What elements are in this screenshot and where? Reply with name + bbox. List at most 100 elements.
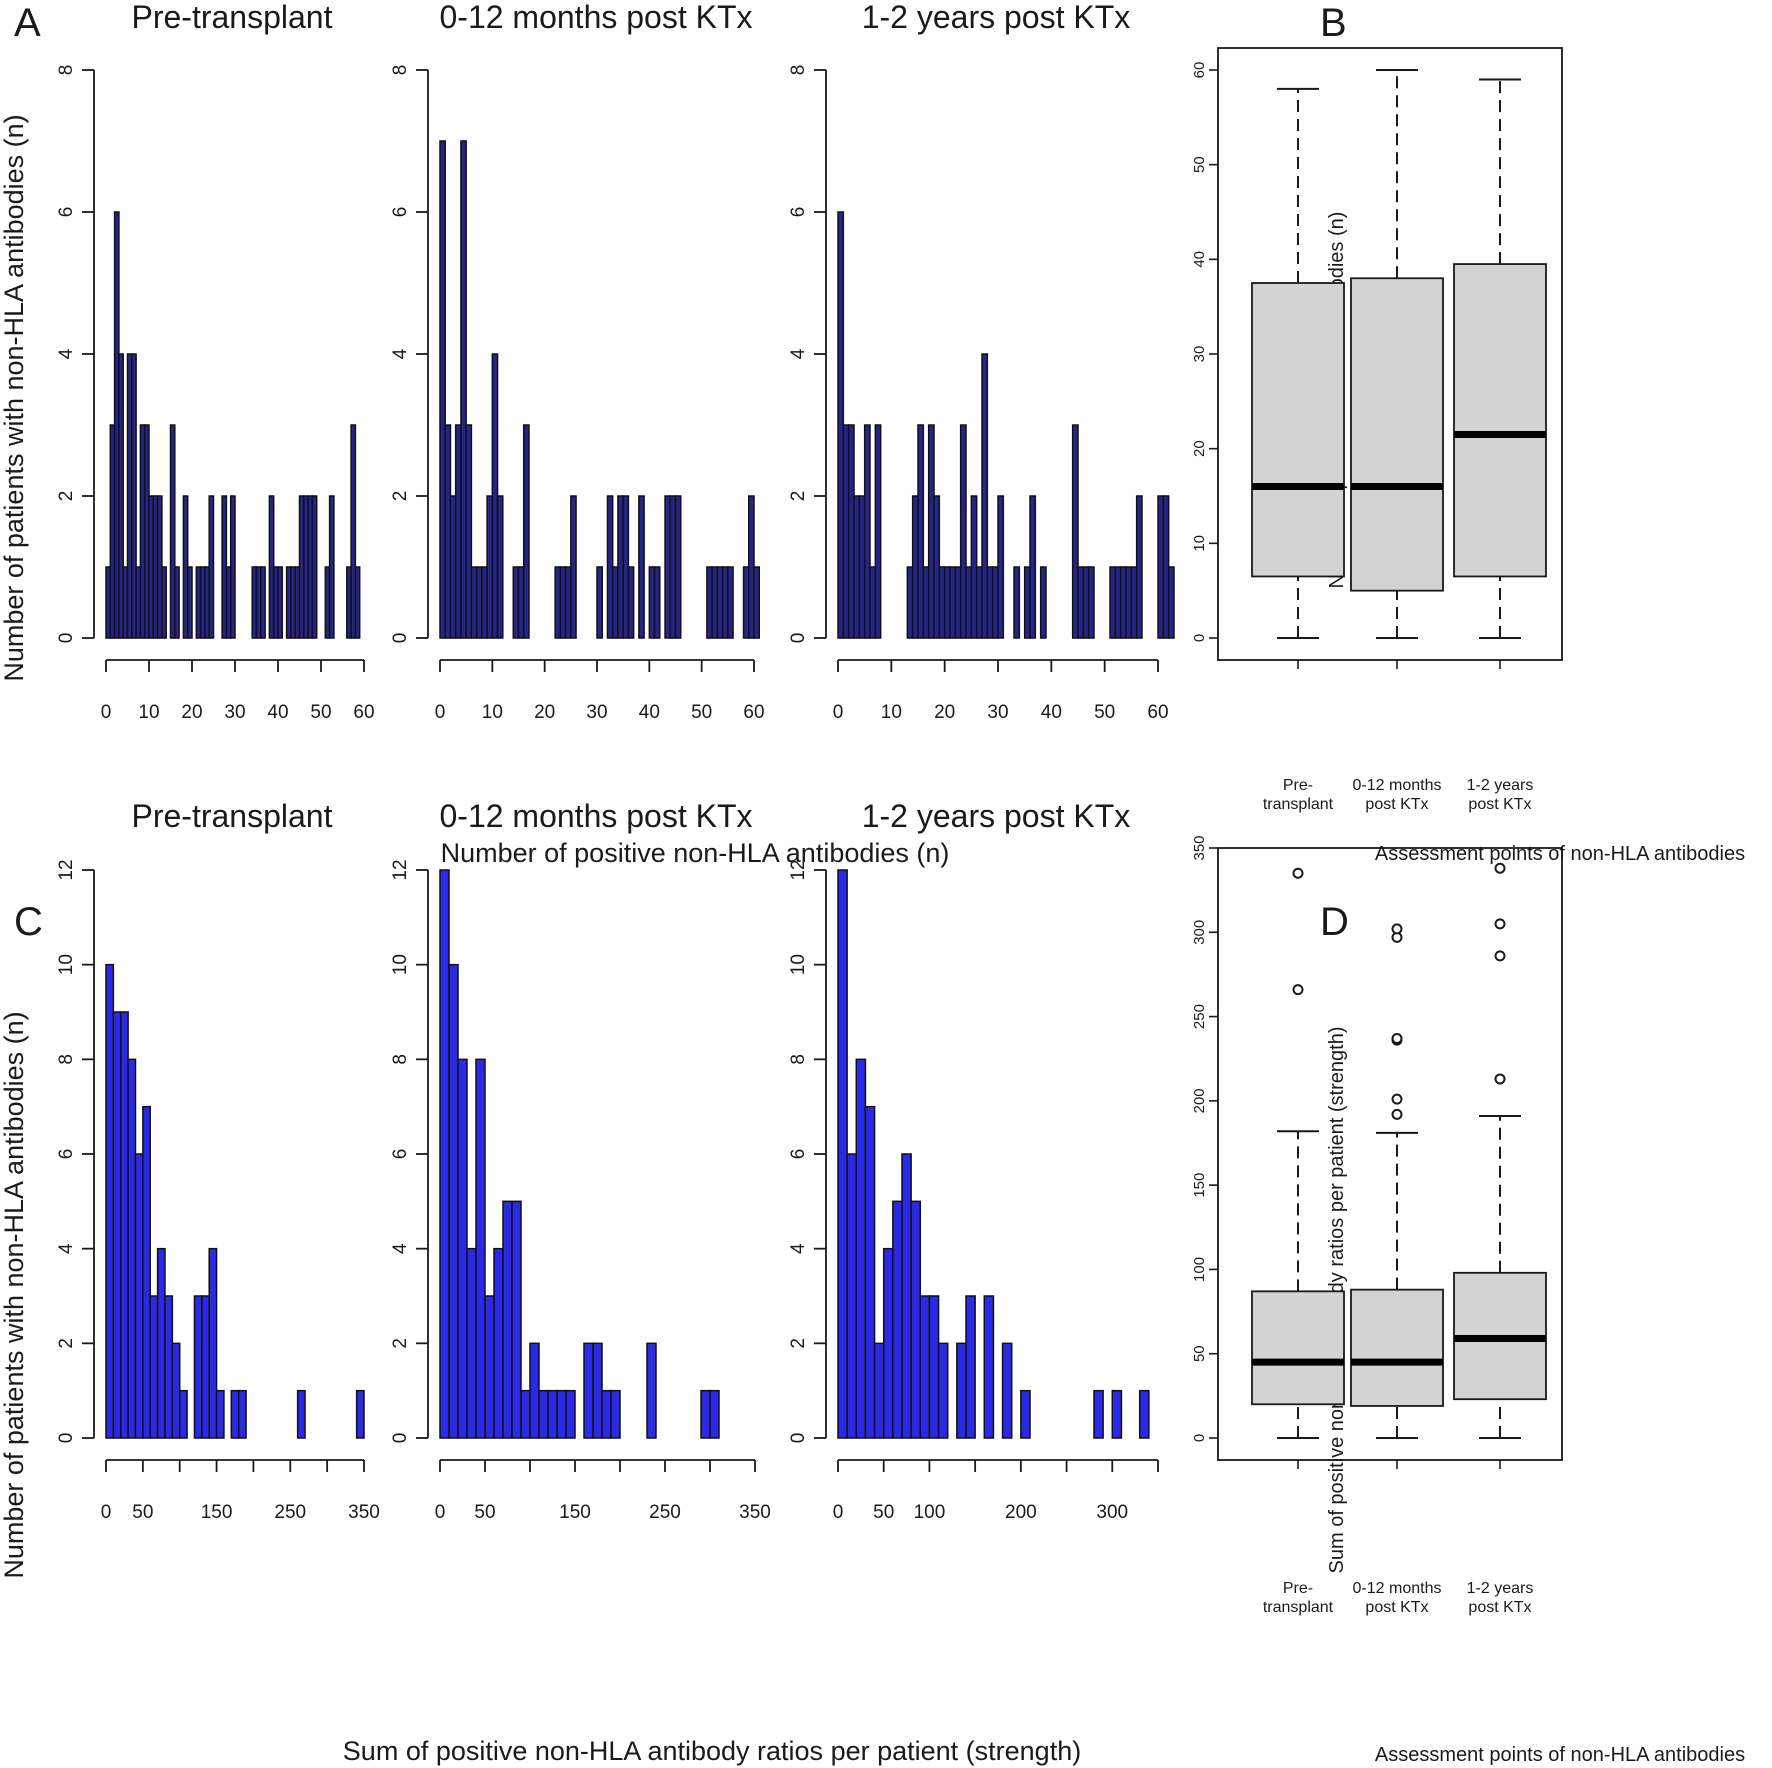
box-2-outlier xyxy=(1391,1108,1403,1120)
hist-3-y-tick-label: 8 xyxy=(788,65,809,76)
hist-1-y-tick-label: 2 xyxy=(56,491,77,502)
hist-3-bar xyxy=(1029,495,1037,639)
hist-6-bar xyxy=(855,1058,867,1439)
hist-6-bar xyxy=(837,869,848,1439)
box-2-y-tick-label: 200 xyxy=(1191,1088,1208,1113)
hist-5-bar xyxy=(592,1342,603,1439)
hist-1-x-tick-label: 30 xyxy=(224,702,245,723)
hist-6-bar xyxy=(892,1200,903,1439)
hist-5-bar xyxy=(439,869,450,1439)
hist-5-bar xyxy=(646,1342,657,1439)
hist-5-bar xyxy=(448,963,459,1439)
hist-4-y-tick-label: 4 xyxy=(56,1243,77,1254)
hist-6-x-tick-label: 200 xyxy=(1005,1502,1037,1523)
hist-2-bar xyxy=(627,566,635,639)
hist-1-x-tick-label: 40 xyxy=(267,702,288,723)
hist-6-y-tick-label: 10 xyxy=(788,954,809,975)
hist-2-title: 0-12 months post KTx xyxy=(439,0,752,35)
hist-3-bar xyxy=(874,424,882,639)
hist-2-bar xyxy=(721,566,729,639)
panel-a-xlabel: Number of positive non-HLA antibodies (n… xyxy=(441,838,950,868)
hist-6-x-tick-label: 0 xyxy=(833,1502,844,1523)
hist-4-bar xyxy=(215,1389,225,1439)
hist-1-bar xyxy=(328,495,335,639)
hist-5-bar xyxy=(466,1247,477,1439)
hist-3-bar xyxy=(1119,566,1127,639)
box-2-category-label: transplant xyxy=(1263,1599,1334,1616)
hist-4-bar xyxy=(149,1295,159,1439)
hist-4-y-tick-label: 0 xyxy=(56,1433,77,1444)
hist-3-x-tick-label: 20 xyxy=(934,702,955,723)
hist-4-x-tick-label: 350 xyxy=(348,1502,380,1523)
hist-3-bar xyxy=(981,353,989,639)
hist-5-bar xyxy=(484,1295,495,1439)
panel-letter-a: A xyxy=(14,1,41,45)
hist-2-bar xyxy=(491,353,499,639)
hist-2-x-tick-label: 60 xyxy=(743,702,764,723)
hist-2-x-tick-label: 50 xyxy=(691,702,712,723)
hist-4-bar xyxy=(201,1295,210,1439)
hist-3-bar xyxy=(1130,566,1138,639)
hist-5-bar xyxy=(457,1058,468,1439)
hist-3-bar xyxy=(1125,566,1133,639)
box-2-frame xyxy=(1217,847,1563,1461)
box-1-category-label: 1-2 years xyxy=(1467,777,1534,794)
hist-2-bar xyxy=(742,566,750,639)
hist-4-bar xyxy=(134,1153,144,1439)
hist-3-bar xyxy=(1039,566,1047,639)
panel-b-xlabel: Assessment points of non-HLA antibodies xyxy=(1375,843,1745,865)
hist-2-bar xyxy=(475,566,483,639)
hist-6-bar xyxy=(937,1342,949,1439)
hist-4-x-tick-label: 0 xyxy=(101,1502,112,1523)
hist-5-y-tick-label: 8 xyxy=(390,1054,411,1065)
hist-4-bar xyxy=(171,1342,181,1439)
hist-6-bar xyxy=(846,1153,858,1439)
hist-2-x-tick-label: 10 xyxy=(482,702,503,723)
hist-2-bar xyxy=(617,495,624,639)
hist-5-bar xyxy=(475,1058,486,1439)
hist-3-bar xyxy=(1013,566,1021,639)
hist-3-x-tick-label: 50 xyxy=(1094,702,1115,723)
hist-3-bar xyxy=(922,566,930,639)
hist-2-bar xyxy=(727,566,734,639)
hist-6-bar xyxy=(1111,1389,1123,1439)
hist-2-x-tick-label: 0 xyxy=(435,702,446,723)
hist-6-y-tick-label: 4 xyxy=(788,1243,809,1254)
hist-3-bar xyxy=(911,495,919,639)
hist-3-bar xyxy=(1114,566,1122,639)
hist-3-bar xyxy=(938,566,946,639)
hist-3-bar xyxy=(991,566,999,639)
hist-2-bar xyxy=(606,495,614,639)
hist-4-x-tick-label: 150 xyxy=(201,1502,233,1523)
hist-1-bar xyxy=(186,566,193,639)
hist-5-x-tick-label: 50 xyxy=(474,1502,495,1523)
hist-4-bar xyxy=(355,1389,365,1439)
hist-3-bar xyxy=(986,566,994,639)
box-2-outlier xyxy=(1292,867,1304,879)
hist-3-bar xyxy=(1082,566,1090,639)
hist-3-bar xyxy=(933,495,941,639)
hist-6-y-tick-label: 2 xyxy=(788,1338,809,1349)
hist-3-bar xyxy=(927,424,935,639)
hist-5-bar xyxy=(529,1342,540,1439)
box-1-box xyxy=(1453,263,1547,578)
hist-2-bar xyxy=(753,566,760,639)
hist-6-bar xyxy=(1093,1389,1104,1439)
box-1-y-tick-label: 10 xyxy=(1191,535,1208,552)
hist-2-bar xyxy=(439,140,446,639)
box-1-y-tick-label: 30 xyxy=(1191,346,1208,363)
hist-1-bar xyxy=(277,566,284,639)
hist-3-title: 1-2 years post KTx xyxy=(862,0,1131,35)
hist-4-y-tick-label: 2 xyxy=(56,1338,77,1349)
hist-6-y-tick-label: 0 xyxy=(788,1433,809,1444)
panel-letter-c: C xyxy=(14,900,43,944)
hist-6-x-tick-label: 300 xyxy=(1096,1502,1128,1523)
hist-6-bar xyxy=(1001,1342,1013,1439)
hist-5-bar xyxy=(520,1389,531,1439)
hist-2-bar xyxy=(465,424,473,639)
hist-5-y-tick-label: 10 xyxy=(390,954,411,975)
hist-3-x-tick-label: 60 xyxy=(1147,702,1168,723)
hist-1-x-tick-label: 50 xyxy=(310,702,331,723)
hist-1-title: Pre-transplant xyxy=(132,0,333,35)
hist-6-bar xyxy=(1138,1389,1150,1439)
